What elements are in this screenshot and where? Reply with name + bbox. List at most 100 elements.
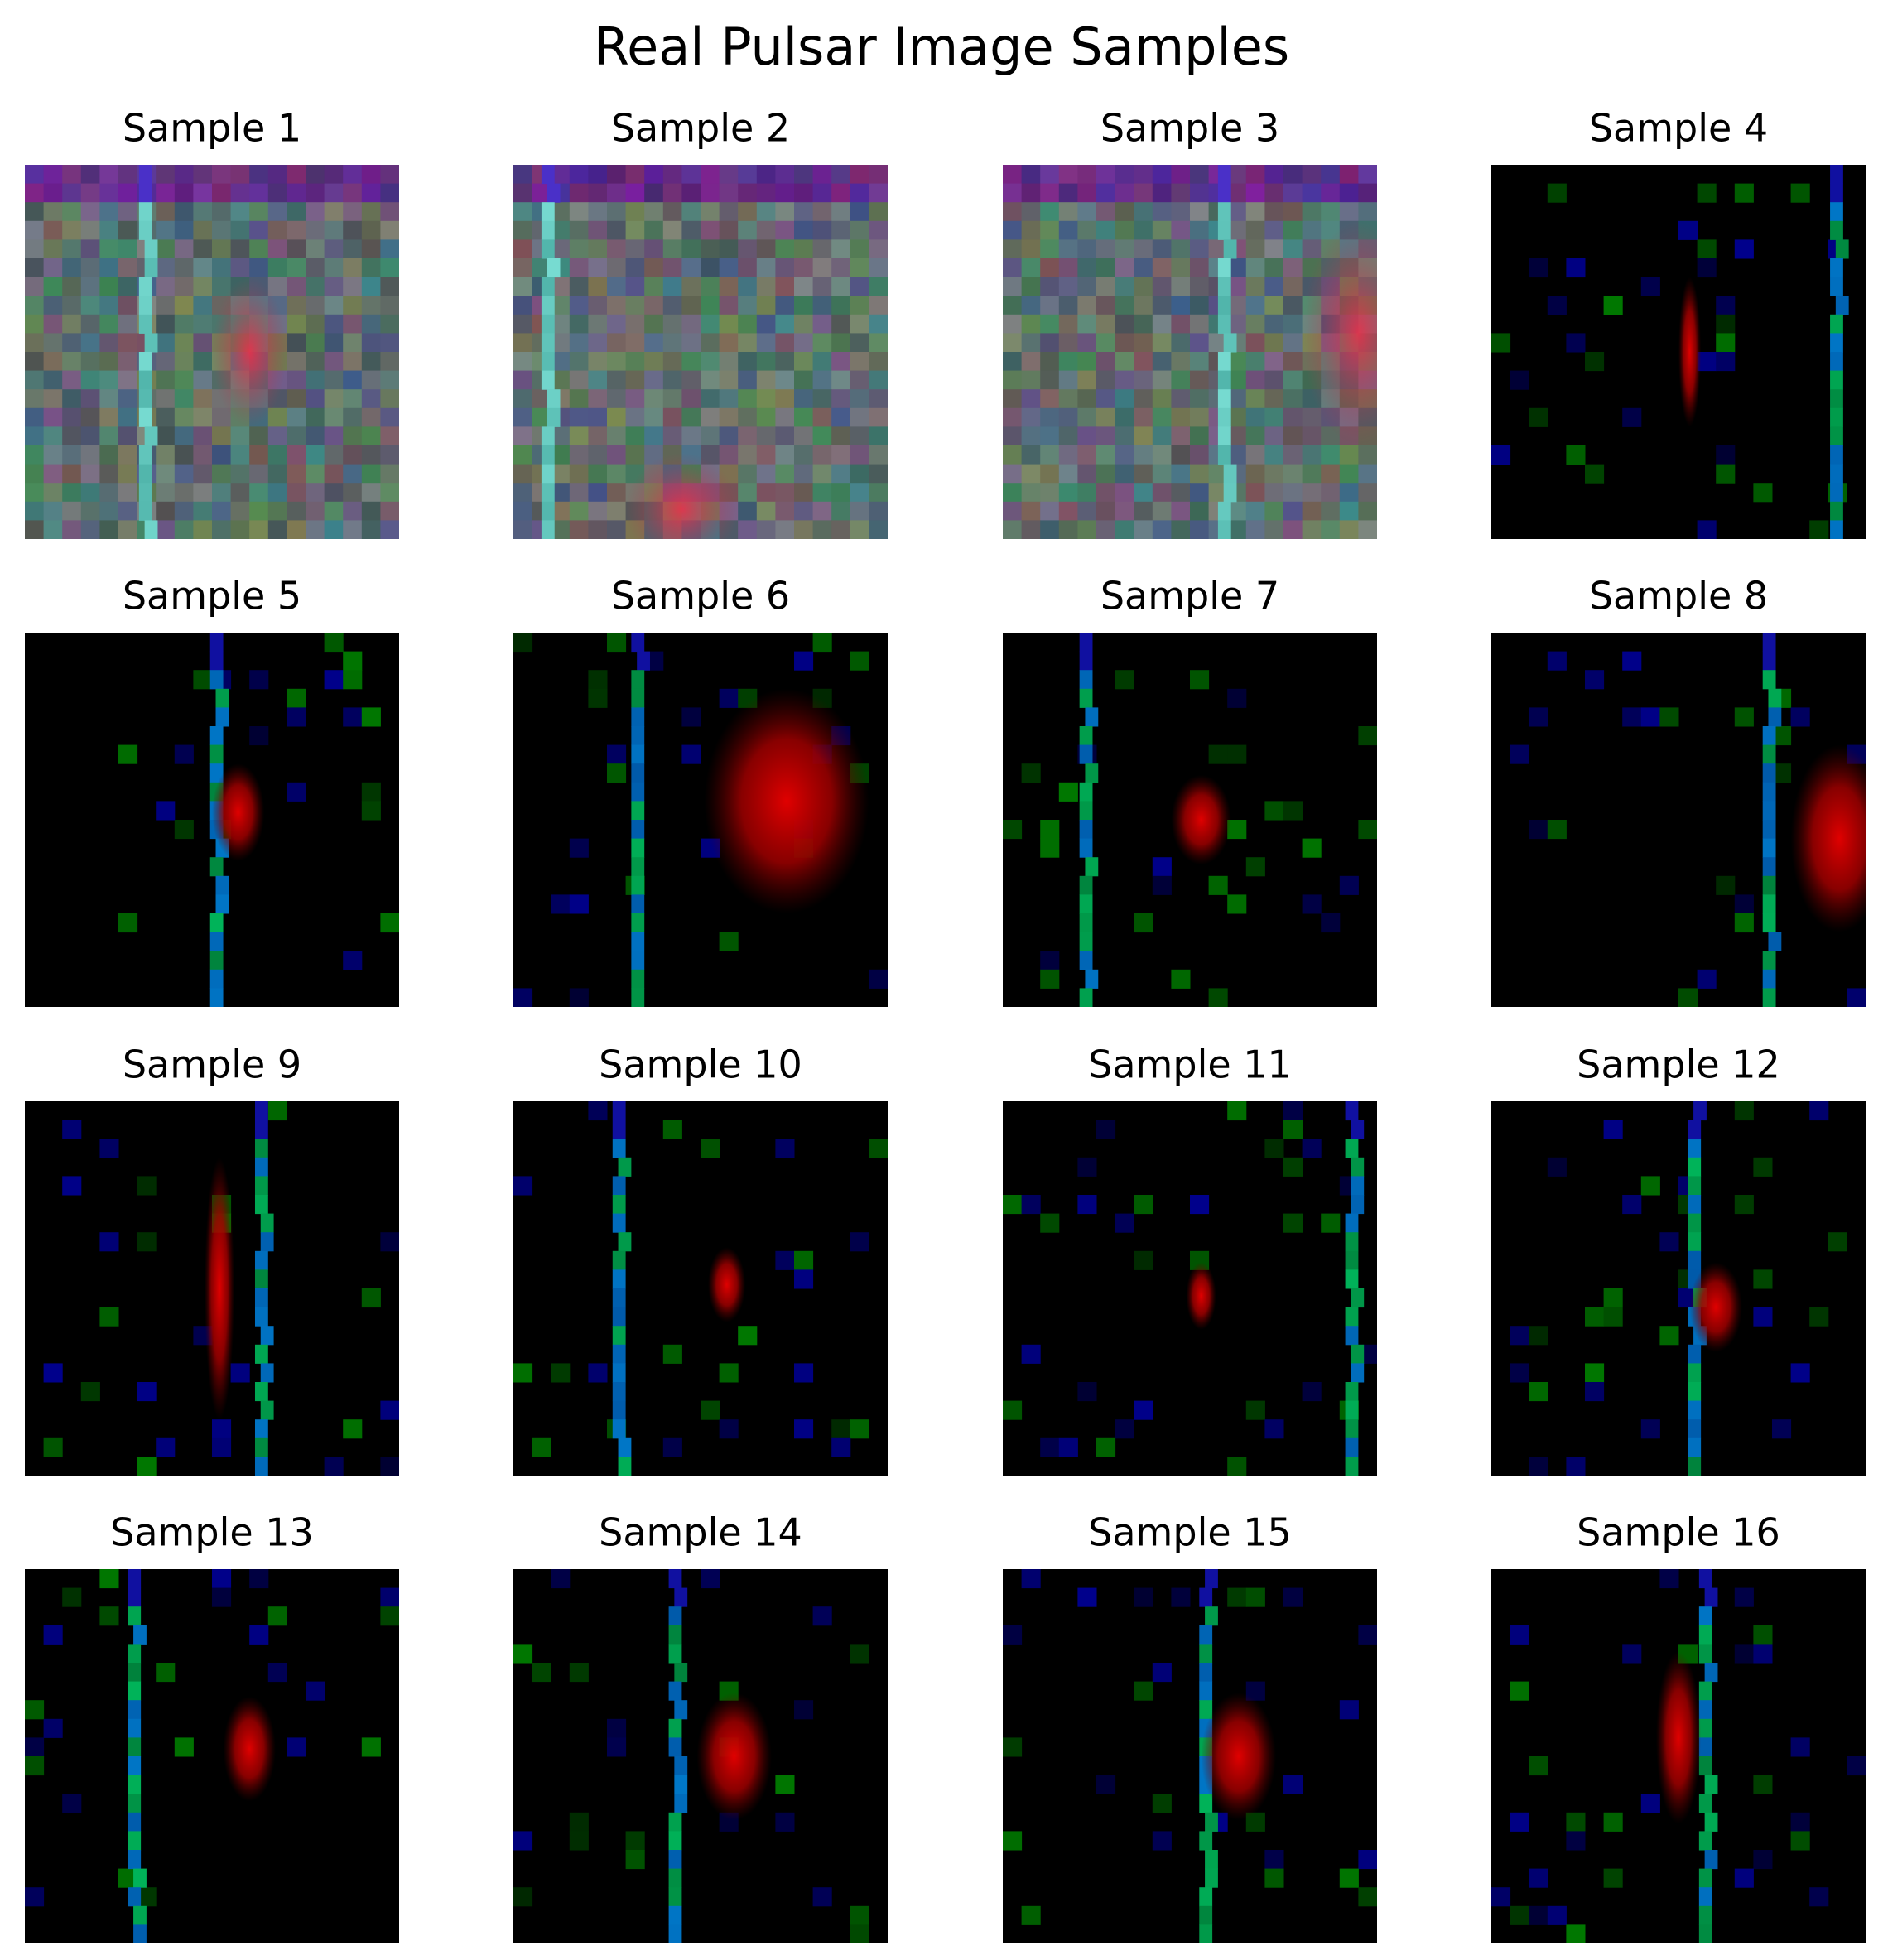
pixel: [80, 370, 100, 390]
pixel: [681, 389, 701, 409]
pixel: [569, 333, 589, 353]
pixel: [719, 296, 739, 315]
stripe-pixel: [612, 1101, 626, 1121]
pixel: [380, 258, 399, 278]
pixel: [1302, 483, 1322, 503]
stripe-pixel: [668, 1644, 682, 1664]
pixel: [1227, 501, 1247, 521]
pixel: [701, 370, 720, 390]
pixel: [719, 389, 739, 409]
pixel: [1227, 407, 1247, 427]
pixel: [230, 239, 250, 259]
pixel: [756, 333, 776, 353]
pixel: [1264, 483, 1284, 503]
pixel: [1208, 875, 1228, 895]
pixel: [287, 165, 306, 185]
panel-title: Sample 10: [599, 1043, 802, 1087]
stripe-pixel: [254, 1437, 268, 1457]
pixel: [756, 352, 776, 372]
stripe-pixel: [541, 277, 555, 296]
pixel: [756, 426, 776, 446]
pixel: [625, 389, 645, 409]
pixel: [343, 202, 363, 222]
pixel: [1227, 165, 1247, 185]
pixel: [118, 407, 138, 427]
pixel: [267, 520, 287, 539]
pixel: [25, 277, 45, 296]
stripe-pixel: [618, 1157, 632, 1177]
pixel: [607, 370, 627, 390]
pixel: [831, 501, 851, 521]
pixel: [1115, 407, 1134, 427]
pixel: [662, 220, 682, 240]
pixel: [99, 445, 119, 465]
pixel: [1321, 445, 1341, 465]
pixel: [380, 501, 399, 521]
pixel: [1510, 744, 1529, 764]
stripe-pixel: [128, 1887, 142, 1907]
pixel: [1227, 1457, 1247, 1476]
pixel: [1208, 483, 1228, 503]
pixel: [267, 239, 287, 259]
stripe-pixel: [1698, 1905, 1712, 1925]
pixel: [1358, 501, 1377, 521]
pixel: [775, 165, 795, 185]
stripe-pixel: [612, 1326, 626, 1346]
pixel: [1040, 258, 1060, 278]
pixel: [1283, 407, 1303, 427]
stripe-pixel: [1199, 1794, 1213, 1813]
pixel: [701, 407, 720, 427]
pixel: [850, 407, 869, 427]
stripe-pixel: [541, 445, 555, 465]
pixel: [193, 183, 213, 203]
pixel: [1245, 183, 1265, 203]
pixel: [775, 501, 795, 521]
pixel: [380, 1400, 399, 1420]
pixel: [1115, 258, 1134, 278]
pixel: [1134, 1195, 1153, 1215]
pixel: [831, 314, 851, 334]
pixel: [513, 277, 533, 296]
stripe-pixel: [1762, 951, 1776, 970]
pixel: [99, 296, 119, 315]
pixel: [719, 258, 739, 278]
pixel: [1622, 651, 1642, 671]
stripe-pixel: [209, 670, 224, 690]
stripe-pixel: [1762, 969, 1776, 989]
pixel: [850, 165, 869, 185]
pixel: [43, 1437, 63, 1457]
pixel: [831, 520, 851, 539]
pixel: [62, 483, 82, 503]
pixel: [25, 352, 45, 372]
pixel: [156, 370, 176, 390]
pixel: [869, 296, 888, 315]
pixel: [812, 333, 832, 353]
pixel: [1227, 820, 1247, 840]
stripe-pixel: [215, 875, 229, 895]
pixel: [569, 838, 589, 858]
stripe-pixel: [1079, 801, 1093, 821]
pixel: [1659, 1569, 1679, 1589]
pixel: [267, 183, 287, 203]
stripe-pixel: [1217, 426, 1231, 446]
pixel: [306, 464, 325, 484]
pixel: [1003, 389, 1023, 409]
pixel: [662, 165, 682, 185]
pixel: [1772, 1419, 1792, 1439]
stripe-pixel: [254, 1195, 268, 1215]
stripe-pixel: [209, 932, 224, 951]
pixel: [1358, 183, 1377, 203]
pixel: [850, 258, 869, 278]
pixel: [607, 239, 627, 259]
pixel: [850, 520, 869, 539]
stripe-pixel: [668, 1905, 682, 1925]
pixel: [1096, 1120, 1116, 1139]
pixel: [1077, 314, 1097, 334]
pixel: [193, 239, 213, 259]
pixel: [869, 314, 888, 334]
pixel: [1040, 483, 1060, 503]
stripe-pixel: [1199, 1924, 1213, 1943]
pixel: [361, 352, 381, 372]
pixel: [551, 370, 571, 390]
